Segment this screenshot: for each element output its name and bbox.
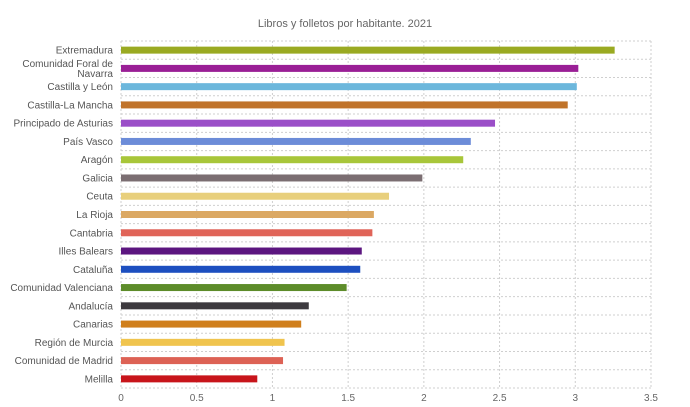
category-label: Principado de Asturias (13, 119, 113, 130)
category-label: Comunidad de Madrid (15, 356, 113, 367)
category-label: Melilla (85, 374, 114, 385)
bar[interactable] (121, 137, 471, 145)
chart-title: Libros y folletos por habitante. 2021 (257, 18, 433, 30)
category-label: Comunidad Valenciana (10, 283, 113, 294)
category-label-line: Canarias (73, 320, 113, 331)
category-label: Andalucía (69, 301, 114, 312)
category-label: Extremadura (56, 46, 114, 57)
category-label-line: La Rioja (76, 210, 113, 221)
x-tick-label: 0.5 (190, 393, 204, 404)
category-label-line: Aragón (81, 155, 113, 166)
x-tick-label: 1 (270, 393, 276, 404)
x-tick-label: 3.5 (644, 393, 658, 404)
category-label: Cataluña (73, 265, 113, 276)
category-label-line: Castilla-La Mancha (27, 100, 113, 111)
category-label: Región de Murcia (35, 338, 114, 349)
bar[interactable] (121, 211, 374, 218)
bar[interactable] (121, 229, 373, 237)
bar[interactable] (121, 302, 309, 310)
category-label: Castilla-La Mancha (27, 100, 113, 111)
x-tick-label: 2 (421, 393, 427, 404)
x-tick-label: 2.5 (493, 393, 507, 404)
category-label-line: Illes Balears (59, 247, 113, 258)
category-label-line: País Vasco (63, 137, 113, 148)
category-label: Galicia (82, 173, 113, 184)
category-label: Illes Balears (59, 247, 113, 258)
bar[interactable] (121, 192, 390, 200)
category-label-line: Melilla (85, 374, 114, 385)
bar[interactable] (121, 156, 464, 164)
category-label-line: Principado de Asturias (13, 119, 113, 130)
category-label: Comunidad Foral de Navarra (22, 59, 113, 80)
category-label-line: Ceuta (86, 192, 113, 203)
x-tick-label: 0 (118, 393, 124, 404)
bar[interactable] (121, 83, 577, 91)
bar[interactable] (121, 357, 284, 365)
bar[interactable] (121, 375, 258, 383)
bar[interactable] (121, 101, 568, 109)
bar[interactable] (121, 64, 579, 72)
category-label-line: Comunidad de Madrid (15, 356, 113, 367)
category-label: Ceuta (86, 192, 113, 203)
x-tick-label: 1.5 (341, 393, 355, 404)
bar[interactable] (121, 320, 302, 328)
bar[interactable] (121, 174, 423, 182)
category-label-line: Región de Murcia (35, 338, 114, 349)
category-label: País Vasco (63, 137, 113, 148)
category-label-line: Cataluña (73, 265, 113, 276)
category-label: Aragón (81, 155, 113, 166)
category-label: Cantabria (70, 228, 114, 239)
bar[interactable] (121, 247, 362, 255)
bar[interactable] (121, 119, 496, 127)
x-tick-label: 3 (573, 393, 579, 404)
category-label-line: Comunidad Foral de (22, 59, 113, 70)
category-label-line: Galicia (82, 173, 113, 184)
category-label-line: Comunidad Valenciana (10, 283, 113, 294)
bar[interactable] (121, 338, 285, 346)
category-label-line: Navarra (77, 69, 113, 80)
category-label: Canarias (73, 320, 113, 331)
category-label-line: Cantabria (70, 228, 114, 239)
bar[interactable] (121, 284, 347, 292)
category-label: Castilla y León (47, 82, 113, 93)
category-label: La Rioja (76, 210, 113, 221)
category-label-line: Castilla y León (47, 82, 113, 93)
bar[interactable] (121, 265, 361, 273)
bar[interactable] (121, 46, 615, 54)
category-label-line: Extremadura (56, 46, 114, 57)
category-label-line: Andalucía (69, 301, 114, 312)
